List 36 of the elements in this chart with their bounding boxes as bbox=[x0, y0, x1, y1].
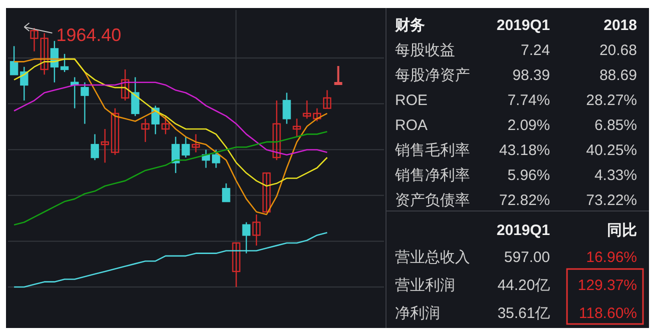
annotation: 1964.40 bbox=[56, 25, 122, 45]
text: 每股净资产 bbox=[395, 67, 470, 84]
text: 16.96% bbox=[586, 249, 637, 266]
text: 129.37% bbox=[578, 277, 637, 294]
text: 2019Q1 bbox=[496, 222, 550, 239]
text: 5.96% bbox=[507, 167, 550, 184]
text: 4.33% bbox=[594, 167, 637, 184]
text: 40.25% bbox=[586, 142, 637, 159]
text: 销售毛利率 bbox=[394, 142, 470, 159]
text: 72.82% bbox=[499, 192, 550, 209]
text: 7.74% bbox=[507, 92, 550, 109]
text: 2019Q1 bbox=[496, 17, 550, 34]
text: 销售净利率 bbox=[394, 167, 470, 184]
text: 每股收益 bbox=[395, 42, 455, 59]
text: 营业利润 bbox=[395, 277, 455, 294]
text: 35.61亿 bbox=[497, 305, 550, 322]
text: 597.00 bbox=[504, 249, 550, 266]
text: ROE bbox=[395, 92, 428, 109]
text: 98.39 bbox=[512, 67, 550, 84]
text: 118.60% bbox=[578, 305, 637, 322]
text: 2018 bbox=[604, 17, 637, 34]
text: 6.85% bbox=[594, 117, 637, 134]
text: 73.22% bbox=[586, 192, 637, 209]
text: 财务 bbox=[394, 17, 425, 34]
text: 同比 bbox=[607, 222, 637, 239]
text: 88.69 bbox=[599, 67, 637, 84]
text: ROA bbox=[395, 117, 428, 134]
text: 7.24 bbox=[520, 42, 550, 59]
text: 43.18% bbox=[499, 142, 550, 159]
text: 营业总收入 bbox=[395, 249, 470, 266]
text: 28.27% bbox=[586, 92, 637, 109]
text: 资产负债率 bbox=[395, 192, 470, 209]
text: 净利润 bbox=[395, 305, 440, 322]
text: 44.20亿 bbox=[497, 277, 550, 294]
text: 20.68 bbox=[599, 42, 637, 59]
text: 2.09% bbox=[507, 117, 550, 134]
